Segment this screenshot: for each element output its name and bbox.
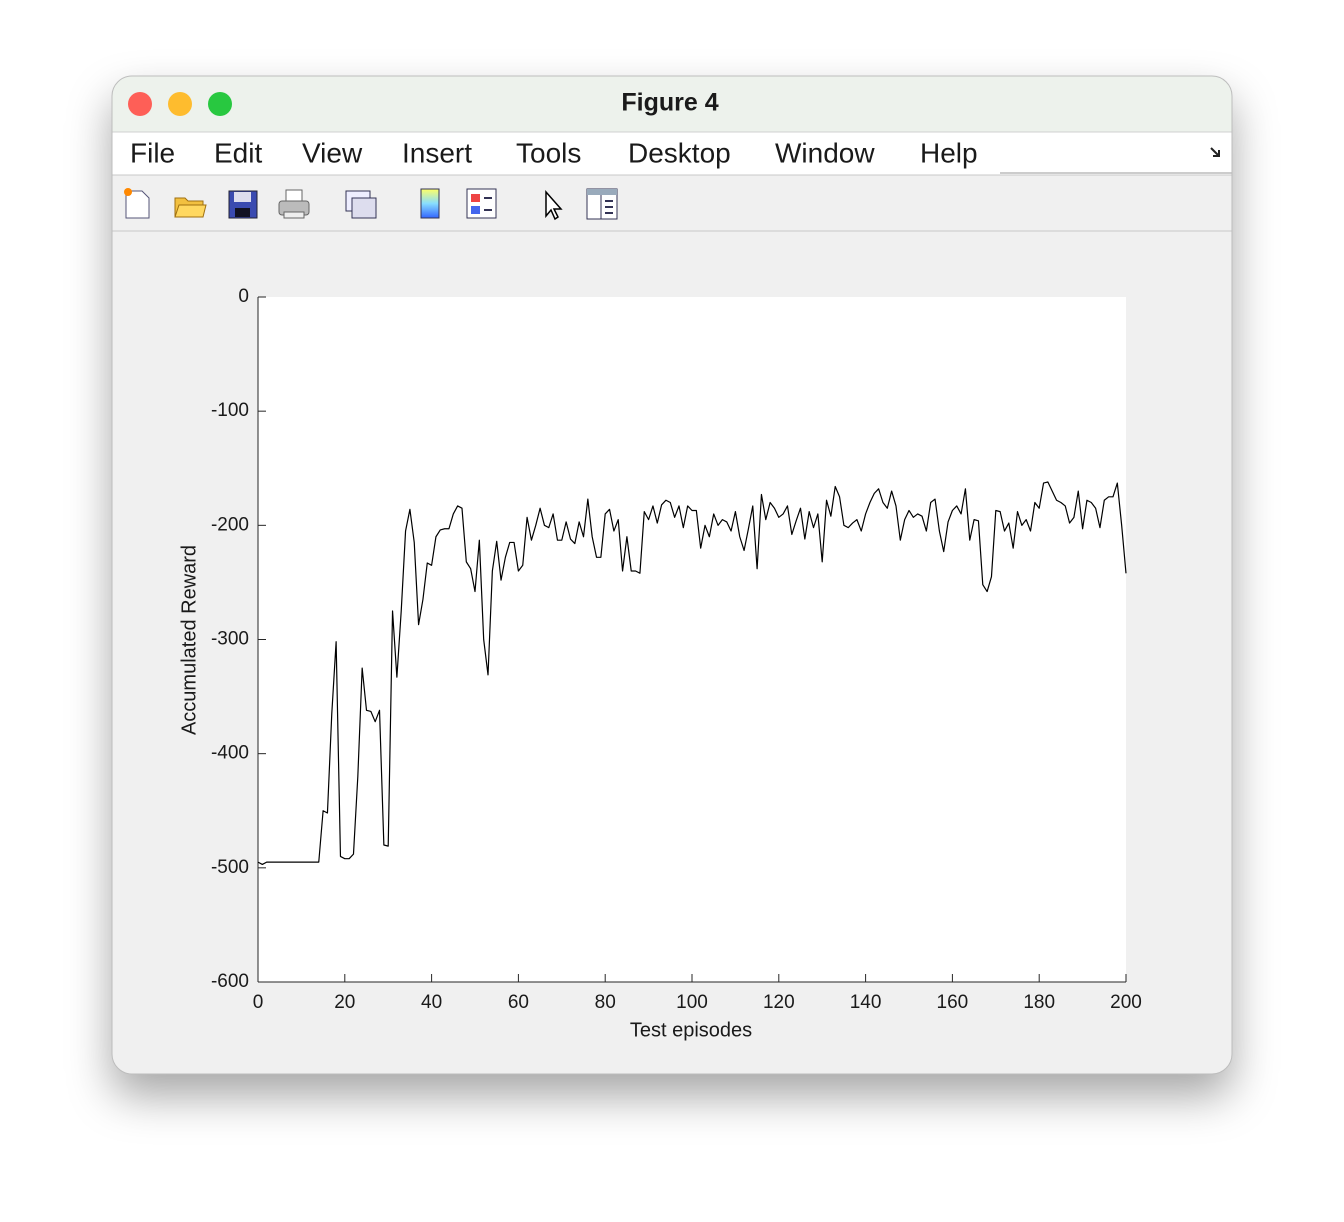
menu-item[interactable]: View <box>302 137 363 168</box>
x-tick-label: 140 <box>850 992 882 1013</box>
menu-item[interactable]: Insert <box>402 137 472 168</box>
x-axis-label: Test episodes <box>630 1019 752 1041</box>
window-title: Figure 4 <box>621 89 718 117</box>
x-tick-label: 20 <box>334 992 355 1013</box>
new-icon[interactable] <box>124 188 150 219</box>
x-tick-label: 0 <box>253 992 264 1013</box>
x-tick-label: 100 <box>676 992 708 1013</box>
open-icon[interactable] <box>174 197 207 218</box>
data-line <box>257 481 1127 866</box>
zoom-button[interactable] <box>208 92 232 116</box>
menu-item[interactable]: Desktop <box>628 137 731 168</box>
y-tick-label: -500 <box>211 857 249 878</box>
colorbar-icon[interactable] <box>420 188 440 219</box>
y-tick-label: 0 <box>238 286 249 307</box>
plot-area <box>258 297 1126 982</box>
save-icon[interactable] <box>228 190 258 219</box>
y-axis-label: Accumulated Reward <box>178 545 200 735</box>
x-tick-label: 80 <box>595 992 616 1013</box>
y-tick-label: -600 <box>211 971 249 992</box>
menu-item[interactable]: Edit <box>214 137 262 168</box>
menu-item[interactable]: File <box>130 137 175 168</box>
x-tick-label: 180 <box>1023 992 1055 1013</box>
menu: File Edit View Insert Tools Desktop Wind… <box>130 137 978 168</box>
print-icon[interactable] <box>278 189 310 219</box>
x-tick-label: 160 <box>937 992 969 1013</box>
link-icon[interactable] <box>345 190 377 219</box>
dock-icon[interactable] <box>1210 147 1220 157</box>
y-tick-label: -200 <box>211 514 249 535</box>
pointer-icon[interactable] <box>545 190 563 221</box>
window-border <box>111 75 1233 1075</box>
menu-item[interactable]: Tools <box>516 137 581 168</box>
close-button[interactable] <box>128 92 152 116</box>
y-tick-label: -100 <box>211 400 249 421</box>
toolbar-icons <box>124 188 618 221</box>
legend-icon[interactable] <box>466 188 497 219</box>
menu-item[interactable]: Help <box>920 137 978 168</box>
x-tick-label: 40 <box>421 992 442 1013</box>
x-tick-label: 200 <box>1110 992 1142 1013</box>
menu-bar <box>112 132 1232 175</box>
y-tick-label: -300 <box>211 629 249 650</box>
minimize-button[interactable] <box>168 92 192 116</box>
x-tick-label: 120 <box>763 992 795 1013</box>
y-tick-label: -400 <box>211 743 249 764</box>
x-tick-label: 60 <box>508 992 529 1013</box>
menu-item[interactable]: Window <box>775 137 875 168</box>
title-bar <box>112 76 1232 132</box>
property-icon[interactable] <box>586 188 618 220</box>
